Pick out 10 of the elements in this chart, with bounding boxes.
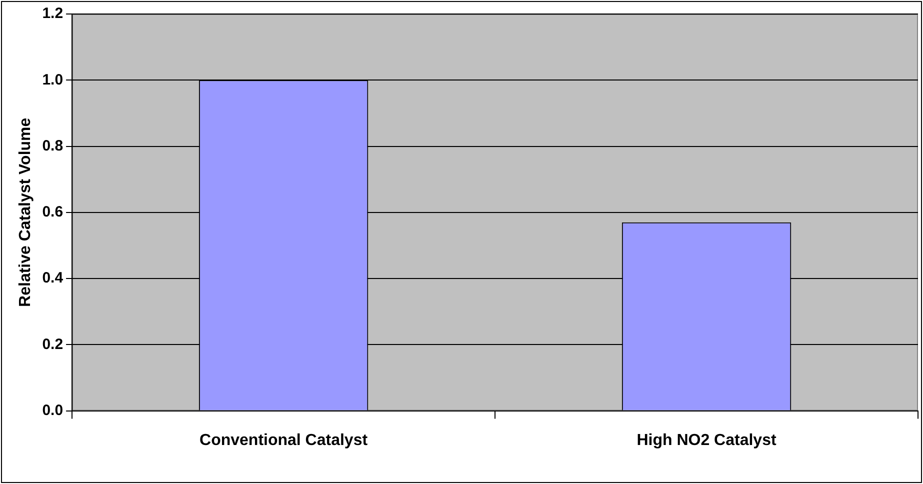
x-tick-label: High NO2 Catalyst bbox=[636, 432, 777, 449]
y-tick-label: 1.2 bbox=[42, 5, 64, 22]
y-axis-title: Relative Catalyst Volume bbox=[17, 118, 34, 307]
y-tick-label: 1.0 bbox=[42, 71, 64, 88]
y-tick-label: 0.0 bbox=[42, 402, 64, 419]
y-tick-label: 0.4 bbox=[42, 270, 64, 287]
y-tick-label: 0.8 bbox=[42, 137, 64, 154]
y-tick-label: 0.6 bbox=[42, 204, 64, 221]
x-tick-label: Conventional Catalyst bbox=[200, 432, 368, 449]
y-tick-label: 0.2 bbox=[42, 336, 64, 353]
